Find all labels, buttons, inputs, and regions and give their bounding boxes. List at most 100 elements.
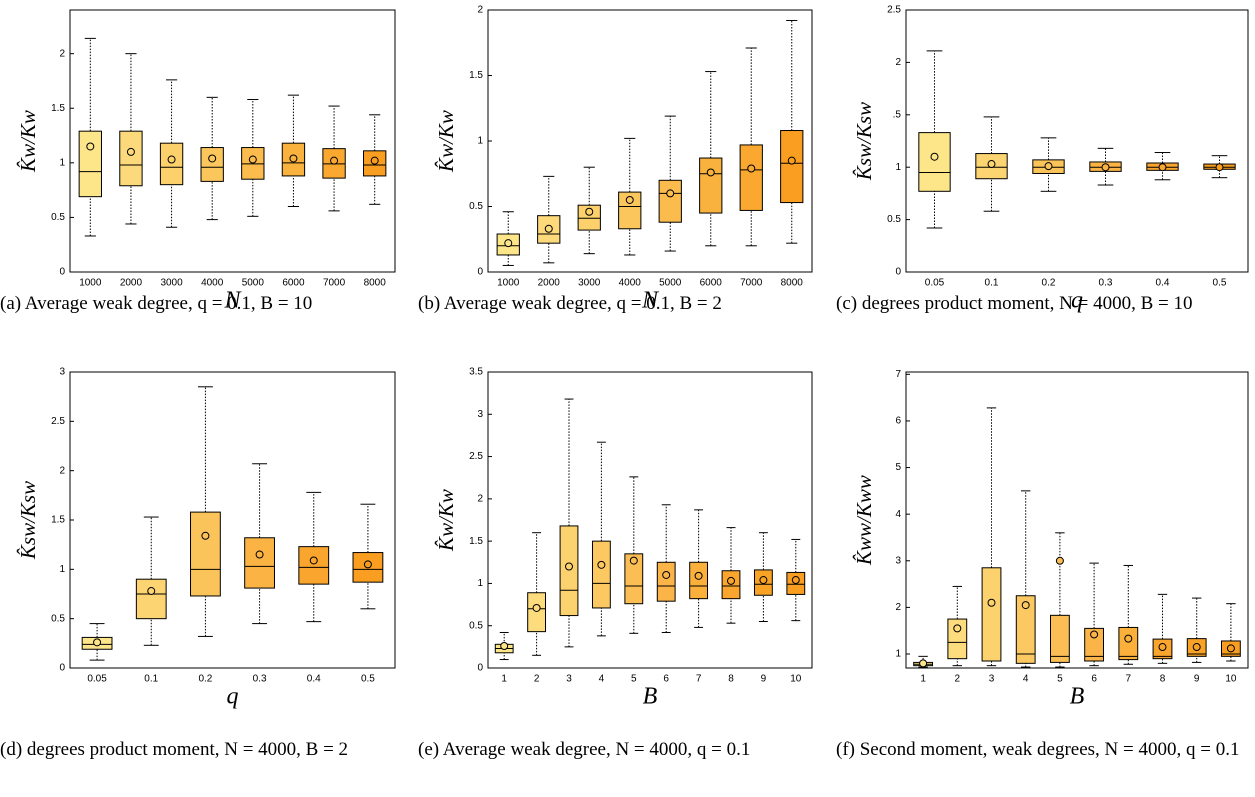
y-tick-label: 0 — [59, 663, 65, 674]
y-tick-label: 6 — [895, 416, 901, 427]
x-tick-label: 4 — [599, 674, 605, 685]
mean — [597, 560, 606, 569]
y-tick-label: 3 — [477, 409, 483, 420]
mean — [930, 152, 939, 161]
box-group — [1049, 532, 1070, 668]
x-tick-label: 0.4 — [307, 674, 321, 685]
x-tick-label: 0.1 — [144, 674, 158, 685]
x-tick-label: 0.5 — [361, 674, 375, 685]
x-tick-label: 0.05 — [925, 278, 945, 289]
mean — [208, 154, 217, 163]
y-tick-label: 0 — [895, 267, 901, 278]
box — [618, 191, 642, 230]
box-group — [537, 175, 561, 264]
mean — [1044, 162, 1053, 171]
x-tick-label: 3 — [566, 674, 572, 685]
x-tick-label: 3000 — [160, 278, 183, 289]
x-tick-label: 7000 — [740, 278, 763, 289]
x-tick-label: 4000 — [619, 278, 642, 289]
mean — [747, 164, 756, 173]
box — [190, 511, 221, 597]
box-group — [753, 532, 773, 622]
box-group — [689, 509, 709, 628]
box — [298, 546, 330, 585]
y-tick-label: 0.5 — [51, 212, 65, 223]
caption: (e) Average weak degree, N = 4000, q = 0… — [418, 739, 751, 760]
x-tick-label: 5000 — [659, 278, 682, 289]
box-group — [281, 94, 306, 207]
box — [780, 130, 804, 204]
x-tick-label: 1000 — [79, 278, 102, 289]
x-tick-label: 2000 — [120, 278, 143, 289]
box — [699, 157, 723, 214]
box-group — [1032, 137, 1065, 192]
box-group — [624, 476, 644, 634]
box — [947, 618, 968, 660]
y-axis-label: K̂sw/Ksw — [16, 481, 40, 560]
y-tick-label: 0 — [477, 663, 483, 674]
box-group — [1186, 597, 1207, 663]
mean — [1158, 643, 1167, 652]
x-tick-label: 5000 — [242, 278, 265, 289]
box — [918, 132, 951, 192]
x-axis-label: B — [643, 684, 658, 710]
x-tick-label: 3000 — [578, 278, 601, 289]
box-group — [241, 99, 265, 217]
mean — [93, 638, 102, 647]
y-tick-label: 2 — [895, 602, 901, 613]
mean — [727, 576, 735, 585]
y-tick-label: 1 — [59, 564, 65, 575]
y-tick-label: 2 — [59, 48, 65, 59]
mean — [1124, 634, 1133, 643]
box — [689, 561, 709, 600]
y-tick-label: 1 — [895, 162, 901, 173]
x-tick-label: 3 — [989, 674, 995, 685]
y-tick-label: 2 — [895, 57, 901, 68]
box — [624, 553, 644, 605]
x-tick-label: 8000 — [781, 278, 804, 289]
y-tick-label: 2 — [477, 493, 483, 504]
y-axis-label: K̂w/Kw — [434, 489, 458, 552]
box-group — [591, 441, 611, 637]
x-tick-label: 6 — [1091, 674, 1097, 685]
y-tick-label: 1 — [477, 136, 483, 147]
box — [1118, 626, 1139, 661]
box-group — [975, 116, 1008, 212]
mean — [289, 154, 298, 163]
box-group — [1118, 564, 1139, 665]
y-tick-label: 1.5 — [469, 70, 483, 81]
y-tick-label: 1.5 — [51, 515, 65, 526]
caption: (c) degrees product moment, N = 4000, B … — [836, 293, 1193, 314]
y-tick-label: 1 — [59, 157, 65, 168]
mean — [330, 156, 339, 165]
x-tick-label: 8 — [1160, 674, 1166, 685]
mean — [585, 207, 594, 216]
x-tick-label: 0.05 — [87, 674, 107, 685]
y-tick-label: 7 — [895, 369, 901, 380]
box-group — [699, 71, 723, 247]
box-group — [1146, 152, 1179, 181]
y-tick-label: 0.5 — [51, 613, 65, 624]
mean — [629, 556, 638, 565]
mean — [1226, 644, 1235, 653]
box-group — [559, 398, 579, 648]
plot-frame — [69, 9, 396, 273]
mean — [544, 224, 553, 233]
x-tick-label: 1 — [920, 674, 926, 685]
x-tick-label: 6000 — [700, 278, 723, 289]
caption: (f) Second moment, weak degrees, N = 400… — [836, 739, 1240, 760]
x-tick-label: 7 — [1126, 674, 1132, 685]
y-tick-label: 2 — [59, 465, 65, 476]
box-group — [527, 532, 547, 656]
x-tick-label: 0.1 — [985, 278, 999, 289]
box-group — [786, 538, 806, 622]
x-axis-label: q — [227, 684, 239, 710]
x-tick-label: 8000 — [364, 278, 387, 289]
mean — [662, 570, 671, 579]
y-axis-label: K̂sw/Ksw — [852, 102, 876, 181]
mean — [532, 603, 541, 612]
mean — [919, 659, 928, 668]
y-axis-label: K̂w/Kw — [16, 110, 40, 173]
box — [200, 147, 224, 182]
